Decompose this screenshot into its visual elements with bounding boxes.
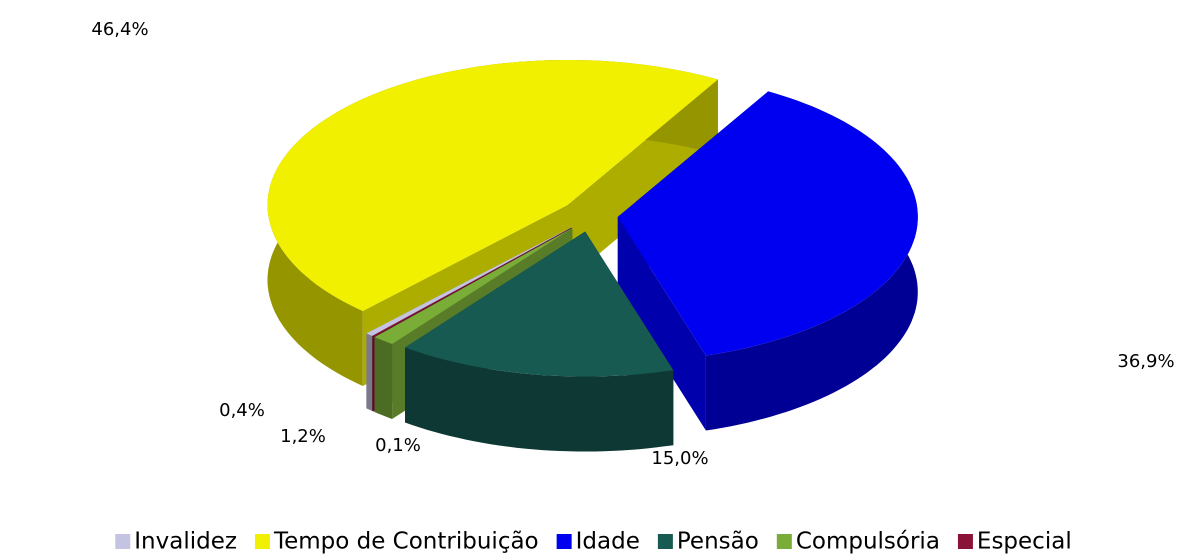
legend-label: Tempo de Contribuição (273, 529, 539, 555)
legend-swatch (115, 534, 131, 549)
data-label: 0,4% (219, 400, 265, 421)
slice-wall (366, 333, 372, 411)
legend-label: Especial (977, 529, 1072, 555)
slice-top (374, 228, 573, 344)
slice-top (405, 231, 674, 377)
slice (617, 91, 918, 431)
slice-side (617, 216, 706, 431)
legend-swatch (657, 534, 673, 549)
slice-top (372, 227, 572, 337)
legend-swatch (776, 534, 792, 549)
data-label: 1,2% (280, 426, 326, 447)
slice-wall (405, 347, 674, 452)
legend-swatch (254, 534, 270, 549)
slice-wall (372, 336, 374, 412)
data-label: 36,9% (1117, 351, 1174, 372)
data-label: 15,0% (651, 448, 708, 469)
legend-label: Idade (576, 529, 640, 555)
slice-wall (374, 337, 393, 419)
legend-label: Pensão (677, 529, 759, 555)
legend-label: Invalidez (134, 529, 237, 555)
slice-top (617, 91, 918, 356)
data-label: 0,1% (375, 435, 421, 456)
slice (405, 231, 674, 452)
data-label: 46,4% (91, 19, 148, 40)
legend-swatch (957, 534, 973, 549)
slice-top (366, 227, 572, 336)
legend-label: Compulsória (796, 529, 940, 555)
slice-top (267, 60, 718, 311)
legend-swatch (556, 534, 572, 549)
